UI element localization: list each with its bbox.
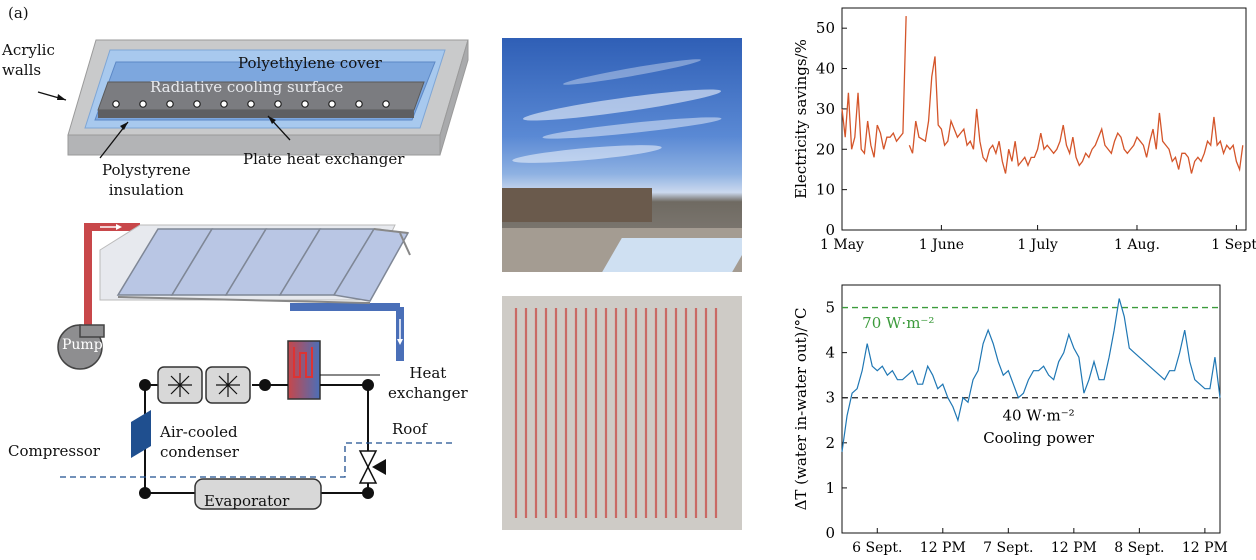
hx-holes (112, 100, 390, 108)
x-tick-label: 12 PM (920, 540, 966, 556)
y-tick-label: 10 (816, 181, 835, 199)
label-polyethylene-cover: Polyethylene cover (238, 54, 382, 72)
valve-icon (358, 450, 378, 484)
fan-icon (205, 366, 251, 404)
annotation-70: 70 W·m⁻² (862, 314, 934, 332)
panel-label: (a) (8, 4, 29, 22)
heat-exchanger-icon (287, 340, 321, 400)
annotation-40: 40 W·m⁻² (1002, 406, 1074, 424)
x-tick-label: 1 May (820, 237, 864, 253)
annotation-cooling: Cooling power (983, 429, 1095, 447)
y-tick-label: 2 (825, 434, 835, 452)
panel-photo (502, 296, 742, 530)
y-tick-label: 5 (825, 299, 835, 317)
x-tick-label: 12 PM (1182, 540, 1228, 556)
label-heat-exchanger: Heat exchanger (388, 364, 468, 402)
plot-frame (841, 284, 1221, 534)
y-tick-label: 4 (825, 344, 835, 362)
y-axis-label: Electricity savings/% (792, 39, 810, 199)
label-roof: Roof (392, 420, 427, 438)
x-tick-label: 12 PM (1051, 540, 1097, 556)
solar-panels (116, 228, 410, 302)
y-tick-label: 3 (825, 389, 835, 407)
y-axis-label: ΔT (water in-water out)/°C (792, 308, 810, 511)
label-condenser: Air-cooled condenser (160, 423, 239, 461)
series-line (841, 16, 907, 158)
delta-t-chart: 0 1 2 3 4 5 6 Sept. 12 PM 7 Sept. 12 PM 8 Sept. 12 … (792, 284, 1228, 556)
rooftop-photo (502, 38, 742, 272)
label-evaporator: Evaporator (204, 492, 290, 510)
series-line (908, 56, 1244, 174)
label-radiative-surface: Radiative cooling surface (150, 78, 344, 96)
x-tick-label: 1 Sept. (1211, 237, 1256, 253)
label-plate-hx: Plate heat exchanger (243, 150, 405, 168)
x-tick-label: 1 July (1017, 237, 1057, 253)
y-tick-label: 20 (816, 140, 835, 158)
y-tick-label: 30 (816, 100, 835, 118)
x-tick-label: 7 Sept. (983, 540, 1033, 556)
y-tick-label: 40 (816, 60, 835, 78)
y-tick-label: 0 (825, 524, 835, 542)
x-tick-label: 6 Sept. (852, 540, 902, 556)
label-polystyrene: Polystyrene insulation (102, 161, 191, 199)
device-illustration (37, 39, 469, 159)
y-tick-label: 0 (825, 221, 835, 239)
label-acrylic-walls: Acrylic walls (2, 41, 55, 79)
savings-chart: 0 10 20 30 40 50 1 May 1 June 1 July 1 Aug. 1 Sept… (792, 7, 1256, 253)
x-tick-label: 1 June (919, 237, 964, 253)
y-tick-label: 50 (816, 19, 835, 37)
plot-frame (841, 7, 1247, 231)
system-schematic (57, 223, 455, 510)
label-pump: Pump (62, 337, 103, 353)
fan-icon (157, 366, 203, 404)
pump-icon (57, 324, 105, 370)
x-tick-label: 8 Sept. (1114, 540, 1164, 556)
series-line (841, 298, 1221, 452)
x-tick-label: 1 Aug. (1114, 237, 1160, 253)
label-compressor: Compressor (8, 442, 100, 460)
evaporator-box (194, 478, 322, 510)
y-tick-label: 1 (825, 479, 835, 497)
compressor-icon (131, 410, 151, 458)
